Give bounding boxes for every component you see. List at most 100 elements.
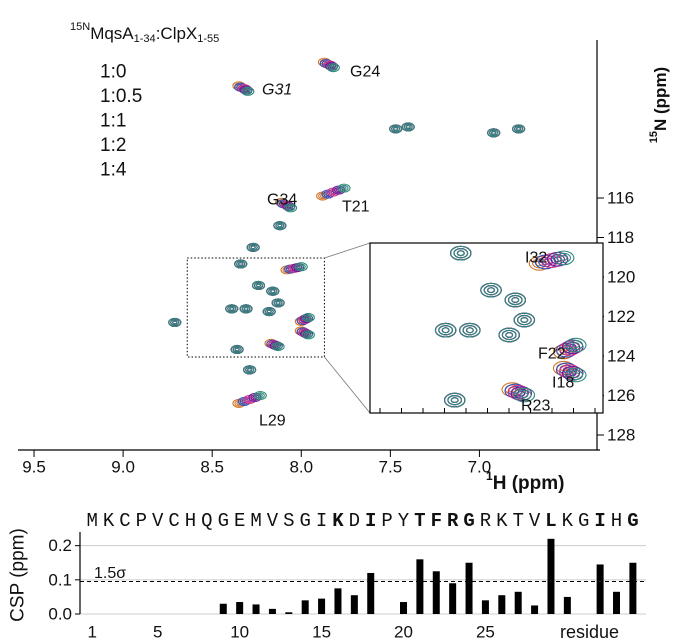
peak-contour: [561, 365, 584, 381]
peak-contour: [441, 327, 450, 334]
sequence-letter: V: [529, 510, 541, 532]
bar: [531, 605, 539, 614]
peak-contour: [301, 330, 315, 340]
sequence-letter: R: [480, 510, 491, 532]
peak-contour: [505, 332, 514, 338]
peak-label: T21: [342, 199, 370, 216]
title-part: 1-55: [197, 33, 219, 45]
peak-contour: [227, 305, 237, 313]
peak-contour: [489, 129, 499, 137]
peak-contour: [517, 181, 537, 195]
peak-contour: [475, 220, 489, 229]
peak-contour: [245, 366, 255, 374]
label-part: 15: [648, 131, 660, 143]
bar: [367, 573, 375, 614]
bar: [465, 562, 473, 614]
peak-contour: [170, 319, 180, 326]
peak-contour: [599, 126, 619, 140]
peak-contour: [463, 487, 470, 492]
peak-contour: [239, 304, 253, 314]
peak-contour: [520, 141, 540, 155]
peak-contour: [305, 332, 311, 337]
peak-contour: [443, 392, 466, 408]
title-part: 15N: [70, 21, 90, 33]
peak-contour: [277, 223, 283, 228]
sequence-letter: I: [594, 510, 605, 532]
spectrum-peaks: [168, 57, 526, 408]
peak-contour: [473, 433, 480, 438]
peak-contour: [517, 181, 537, 195]
peak-contour: [633, 121, 640, 126]
peak-contour: [565, 337, 587, 353]
sequence-letter: L: [545, 510, 556, 532]
peak-contour: [524, 185, 531, 190]
sequence-letter: D: [349, 510, 360, 532]
peak-contour: [257, 393, 263, 398]
peak-contour: [305, 315, 311, 320]
peak-contour: [524, 185, 531, 190]
peak-contour: [273, 343, 283, 350]
label-part: H (ppm): [493, 473, 565, 494]
legend-entry: 1:0: [100, 62, 126, 83]
peak-contour: [521, 183, 535, 192]
y-tick-label: 124: [607, 346, 635, 365]
peak-contour: [275, 222, 285, 229]
sequence-letter: K: [562, 510, 574, 532]
peak-contour: [473, 484, 480, 489]
sequence-letter: H: [185, 510, 196, 532]
peak-contour: [466, 428, 486, 442]
peak-contour: [475, 220, 489, 229]
peak-contour: [539, 152, 546, 157]
sequence-letter: I: [365, 510, 376, 532]
peak-contour: [391, 125, 401, 133]
peak-contour: [459, 322, 481, 338]
peak-contour: [330, 65, 336, 70]
peak-contour: [466, 428, 486, 442]
peak-contour: [286, 204, 296, 212]
spectrum-title: 15NMqsA1-34:ClpX1-55: [70, 21, 219, 45]
peak-contour: [255, 283, 262, 288]
peak-contour: [225, 304, 239, 314]
sequence-letter: F: [431, 510, 442, 532]
sequence-letter: M: [86, 510, 97, 532]
x-tick-label: 5: [153, 623, 162, 642]
peak-contour: [530, 147, 537, 152]
peak-contour: [288, 205, 294, 210]
peak-contour: [568, 369, 584, 381]
inset-box: [370, 243, 603, 413]
peak-contour: [527, 145, 541, 154]
peak-contour: [451, 488, 465, 497]
bar: [629, 562, 637, 614]
title-part: MqsA: [90, 24, 134, 43]
peak-contour: [270, 289, 276, 294]
peak-contour: [339, 347, 359, 361]
legend-entry: 1:1: [100, 111, 126, 132]
peak-contour: [337, 183, 351, 193]
x-tick-label: 20: [394, 623, 413, 642]
peak-contour: [454, 490, 461, 495]
peak-contour: [517, 181, 537, 195]
threshold-label: 1.5σ: [94, 565, 126, 582]
peak-contour: [479, 222, 486, 227]
peak-contour: [602, 128, 616, 137]
peak-contour: [469, 430, 483, 439]
peak-contour: [593, 132, 607, 141]
legend-entry: 1:4: [100, 160, 127, 181]
x-tick-label: 7.5: [379, 458, 403, 477]
peak-contour: [524, 143, 538, 152]
sequence-letter: G: [627, 510, 638, 532]
peak-contour: [520, 317, 529, 323]
peak-contour: [457, 483, 477, 497]
bar: [514, 591, 522, 614]
peak-contour: [479, 222, 486, 227]
peak-contour: [393, 126, 399, 131]
peak-contour: [475, 220, 489, 229]
bar: [498, 595, 506, 614]
bar: [449, 583, 457, 614]
peak-contour: [339, 347, 359, 361]
sequence-letter: H: [611, 510, 622, 532]
peak-contour: [556, 252, 572, 264]
peak-contour: [447, 394, 463, 406]
peak-contour: [542, 154, 549, 159]
